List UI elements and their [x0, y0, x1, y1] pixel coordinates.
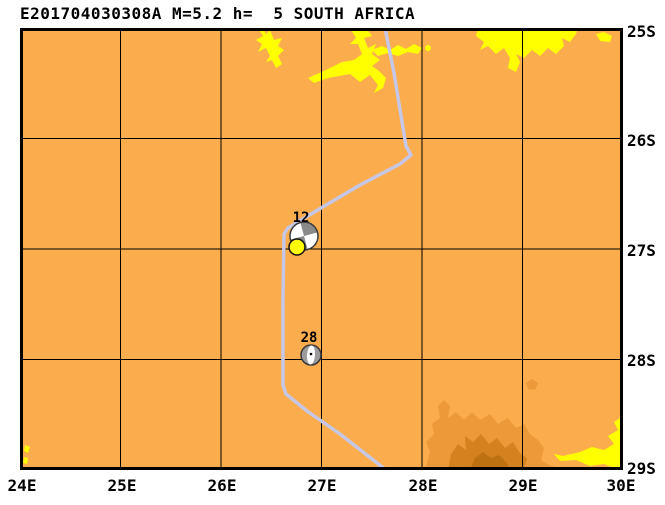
highland-terrain: [425, 379, 563, 470]
map-canvas: 12 28: [17, 25, 626, 473]
yellow-patch-top-center: [308, 28, 386, 93]
lat-label-27s: 27S: [627, 241, 656, 260]
highland-darkest-patch: [470, 452, 510, 470]
lon-label-26e: 26E: [207, 476, 237, 495]
beachball-outline: [289, 221, 319, 251]
lon-label-28e: 28E: [408, 476, 438, 495]
highland-dark-patch: [448, 434, 527, 470]
yellow-patch-top-right: [476, 28, 578, 72]
yellow-patch-right-edge: [554, 416, 623, 468]
epicenter-marker: [288, 238, 306, 256]
lon-label-30e: 30E: [606, 476, 636, 495]
lon-label-25e: 25E: [107, 476, 137, 495]
yellow-fleck-bottom-left-2: [23, 457, 28, 464]
beachball-center-dot: [309, 352, 313, 356]
highland-mid-dot: [526, 379, 538, 390]
yellow-fleck-bottom-left-1: [24, 445, 30, 453]
lat-label-26s: 26S: [627, 131, 656, 150]
event-label-28: 28: [301, 330, 318, 346]
yellow-patch-top-left: [256, 28, 284, 68]
river-line: [281, 26, 413, 472]
lon-label-27e: 27E: [307, 476, 337, 495]
graticule-grid: [20, 28, 623, 470]
lat-label-25s: 25S: [627, 22, 656, 41]
lon-label-29e: 29E: [508, 476, 538, 495]
lat-label-29s: 29S: [627, 459, 656, 478]
plot-title: E201704030308A M=5.2 h= 5 SOUTH AFRICA: [20, 4, 416, 23]
map-area: 12 28: [17, 25, 626, 473]
yellow-patch-top-center-arm: [372, 44, 422, 56]
yellow-terrain-patches: [23, 28, 623, 468]
yellow-dot: [425, 45, 431, 51]
lat-label-28s: 28S: [627, 351, 656, 370]
focal-mechanism-28: [300, 344, 322, 366]
lon-label-24e: 24E: [7, 476, 37, 495]
event-label-12: 12: [293, 210, 310, 226]
yellow-patch-top-right-small: [596, 32, 612, 42]
